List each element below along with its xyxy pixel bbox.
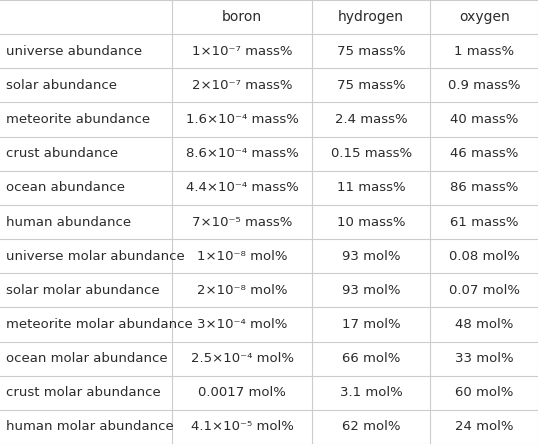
Text: ocean molar abundance: ocean molar abundance [6,352,168,365]
Text: human molar abundance: human molar abundance [6,420,174,433]
Text: boron: boron [222,10,262,24]
Text: crust molar abundance: crust molar abundance [6,386,161,399]
Text: 48 mol%: 48 mol% [455,318,513,331]
Text: 66 mol%: 66 mol% [342,352,400,365]
Text: 1 mass%: 1 mass% [454,45,514,58]
Text: 10 mass%: 10 mass% [337,215,406,229]
Text: 2.4 mass%: 2.4 mass% [335,113,407,126]
Text: 0.07 mol%: 0.07 mol% [449,284,520,297]
Text: 60 mol%: 60 mol% [455,386,513,399]
Text: meteorite molar abundance: meteorite molar abundance [6,318,193,331]
Text: 93 mol%: 93 mol% [342,284,400,297]
Text: 1×10⁻⁸ mol%: 1×10⁻⁸ mol% [197,250,287,263]
Text: 17 mol%: 17 mol% [342,318,400,331]
Text: 93 mol%: 93 mol% [342,250,400,263]
Text: 0.0017 mol%: 0.0017 mol% [198,386,286,399]
Text: 2×10⁻⁸ mol%: 2×10⁻⁸ mol% [197,284,287,297]
Text: 33 mol%: 33 mol% [455,352,513,365]
Text: universe molar abundance: universe molar abundance [6,250,185,263]
Text: 24 mol%: 24 mol% [455,420,513,433]
Text: 0.9 mass%: 0.9 mass% [448,79,520,92]
Text: oxygen: oxygen [459,10,509,24]
Text: 61 mass%: 61 mass% [450,215,519,229]
Text: solar molar abundance: solar molar abundance [6,284,160,297]
Text: 2×10⁻⁷ mass%: 2×10⁻⁷ mass% [192,79,292,92]
Text: 0.08 mol%: 0.08 mol% [449,250,520,263]
Text: 3.1 mol%: 3.1 mol% [340,386,402,399]
Text: meteorite abundance: meteorite abundance [6,113,151,126]
Text: 86 mass%: 86 mass% [450,181,519,194]
Text: 75 mass%: 75 mass% [337,45,406,58]
Text: 62 mol%: 62 mol% [342,420,400,433]
Text: 4.1×10⁻⁵ mol%: 4.1×10⁻⁵ mol% [190,420,294,433]
Text: universe abundance: universe abundance [6,45,143,58]
Text: human abundance: human abundance [6,215,132,229]
Text: 3×10⁻⁴ mol%: 3×10⁻⁴ mol% [197,318,287,331]
Text: crust abundance: crust abundance [6,147,118,160]
Text: 1.6×10⁻⁴ mass%: 1.6×10⁻⁴ mass% [186,113,299,126]
Text: ocean abundance: ocean abundance [6,181,125,194]
Text: 46 mass%: 46 mass% [450,147,519,160]
Text: 8.6×10⁻⁴ mass%: 8.6×10⁻⁴ mass% [186,147,299,160]
Text: solar abundance: solar abundance [6,79,117,92]
Text: 7×10⁻⁵ mass%: 7×10⁻⁵ mass% [192,215,292,229]
Text: 75 mass%: 75 mass% [337,79,406,92]
Text: 0.15 mass%: 0.15 mass% [331,147,412,160]
Text: 2.5×10⁻⁴ mol%: 2.5×10⁻⁴ mol% [190,352,294,365]
Text: 1×10⁻⁷ mass%: 1×10⁻⁷ mass% [192,45,292,58]
Text: 40 mass%: 40 mass% [450,113,519,126]
Text: 11 mass%: 11 mass% [337,181,406,194]
Text: hydrogen: hydrogen [338,10,404,24]
Text: 4.4×10⁻⁴ mass%: 4.4×10⁻⁴ mass% [186,181,299,194]
